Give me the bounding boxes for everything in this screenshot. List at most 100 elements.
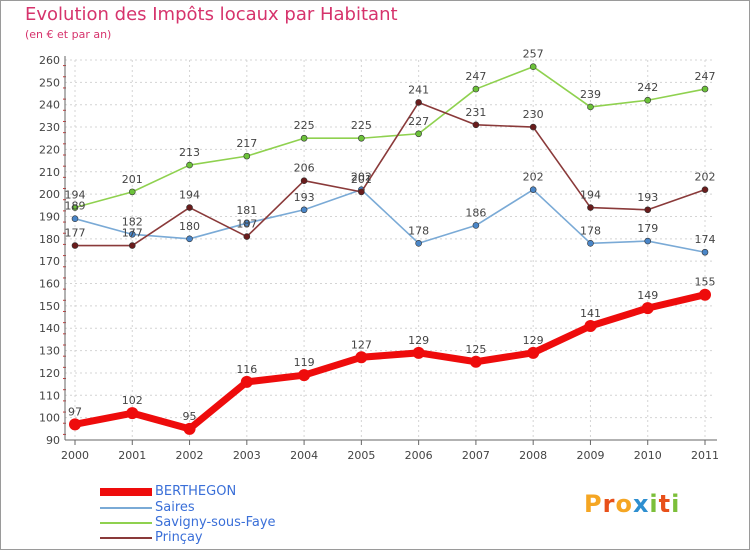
- data-point-savigny-sous-faye: [644, 96, 652, 104]
- series-line-berthegon: [74, 291, 706, 433]
- data-point-berthegon: [298, 369, 311, 382]
- y-tick-label: 100: [39, 412, 60, 425]
- data-label-saires: 181: [236, 204, 257, 217]
- data-label-berthegon: 116: [236, 363, 257, 376]
- data-point-saires: [587, 239, 594, 247]
- data-label-prin-ay: 177: [65, 227, 86, 240]
- data-point-saires: [243, 219, 251, 227]
- data-label-savigny-sous-faye: 227: [408, 115, 429, 128]
- logo-letter: o: [615, 490, 633, 518]
- data-label-prin-ay: 194: [179, 189, 200, 202]
- chart-title: Evolution des Impôts locaux par Habitant: [25, 4, 398, 25]
- data-label-saires: 186: [465, 206, 486, 219]
- data-label-savigny-sous-faye: 194: [65, 189, 86, 202]
- data-point-saires: [701, 248, 709, 256]
- data-label-berthegon: 125: [465, 343, 486, 356]
- y-tick-label: 250: [39, 76, 60, 89]
- y-tick-label: 90: [46, 434, 60, 447]
- data-label-saires: 178: [408, 224, 429, 237]
- y-tick-label: 130: [39, 345, 60, 358]
- data-label-saires: 180: [179, 220, 200, 233]
- data-point-prin-ay: [128, 242, 136, 249]
- proxiti-logo: Proxiti: [584, 490, 680, 518]
- data-point-berthegon: [355, 351, 368, 364]
- legend-item-princay: Prinçay: [100, 530, 360, 546]
- y-tick-label: 170: [39, 255, 60, 268]
- data-point-savigny-sous-faye: [186, 161, 193, 169]
- data-point-saires: [71, 215, 79, 223]
- legend-item-berthegon: BERTHEGON: [100, 484, 360, 500]
- data-point-savigny-sous-faye: [71, 204, 79, 211]
- legend-label-saires: Saires: [155, 500, 195, 515]
- x-tick-label: 2000: [61, 449, 89, 462]
- logo-letter: x: [632, 490, 650, 518]
- logo-letter: t: [658, 490, 672, 518]
- data-label-savigny-sous-faye: 201: [122, 173, 143, 186]
- data-label-berthegon: 97: [68, 405, 82, 418]
- y-tick-label: 200: [39, 188, 60, 201]
- data-label-saires: 202: [351, 171, 372, 184]
- y-tick-label: 120: [39, 367, 60, 380]
- data-point-prin-ay: [701, 186, 709, 193]
- x-tick-label: 2010: [634, 449, 662, 462]
- plot-area: [65, 60, 715, 440]
- data-point-prin-ay: [358, 188, 365, 196]
- y-tick-label: 190: [39, 210, 60, 223]
- data-label-berthegon: 119: [294, 356, 315, 369]
- data-point-saires: [529, 186, 537, 193]
- y-tick-label: 140: [39, 322, 60, 335]
- logo-letter: P: [584, 490, 603, 518]
- data-point-prin-ay: [472, 121, 480, 129]
- data-point-berthegon: [412, 346, 425, 359]
- data-point-prin-ay: [529, 123, 537, 131]
- data-point-prin-ay: [71, 242, 79, 249]
- data-point-savigny-sous-faye: [300, 134, 308, 142]
- data-point-savigny-sous-faye: [243, 152, 251, 160]
- data-point-prin-ay: [415, 99, 422, 106]
- data-label-prin-ay: 206: [294, 162, 315, 175]
- data-point-saires: [644, 237, 652, 245]
- data-label-berthegon: 149: [637, 289, 658, 302]
- data-point-saires: [128, 231, 136, 238]
- x-tick-label: 2009: [576, 449, 604, 462]
- logo-letter: i: [649, 490, 659, 518]
- x-tick-label: 2006: [405, 449, 433, 462]
- data-label-berthegon: 102: [122, 394, 143, 407]
- data-point-prin-ay: [186, 204, 193, 211]
- x-tick-label: 2003: [233, 449, 261, 462]
- data-point-savigny-sous-faye: [472, 85, 480, 93]
- data-point-saires: [415, 239, 422, 247]
- data-point-savigny-sous-faye: [701, 85, 709, 93]
- data-label-savigny-sous-faye: 257: [523, 48, 544, 61]
- data-point-saires: [186, 235, 193, 243]
- data-label-prin-ay: 230: [523, 108, 544, 121]
- data-label-berthegon: 129: [523, 334, 544, 347]
- data-point-prin-ay: [243, 233, 251, 240]
- y-tick-label: 150: [39, 300, 60, 313]
- data-label-prin-ay: 241: [408, 83, 429, 96]
- legend-swatch-savigny: [100, 522, 152, 524]
- data-label-savigny-sous-faye: 242: [637, 81, 658, 94]
- logo-letter: i: [671, 490, 681, 518]
- legend-swatch-saires: [100, 507, 152, 509]
- data-label-savigny-sous-faye: 247: [465, 70, 486, 83]
- data-point-berthegon: [699, 288, 711, 301]
- data-label-saires: 189: [65, 200, 86, 213]
- data-point-savigny-sous-faye: [415, 130, 422, 138]
- data-label-prin-ay: 187: [236, 218, 257, 231]
- legend-swatch-princay: [100, 537, 152, 539]
- data-point-prin-ay: [587, 204, 594, 211]
- data-point-berthegon: [126, 407, 139, 420]
- data-label-savigny-sous-faye: 225: [294, 119, 315, 132]
- data-point-savigny-sous-faye: [358, 134, 365, 142]
- y-tick-label: 240: [39, 99, 60, 112]
- data-label-prin-ay: 231: [465, 106, 486, 119]
- x-tick-label: 2001: [118, 449, 146, 462]
- series-line-savigny-sous-faye: [74, 65, 706, 209]
- data-label-prin-ay: 194: [580, 189, 601, 202]
- y-tick-label: 160: [39, 278, 60, 291]
- data-label-saires: 182: [122, 215, 143, 228]
- y-tick-label: 220: [39, 143, 60, 156]
- legend-label-princay: Prinçay: [155, 530, 203, 545]
- x-tick-label: 2008: [519, 449, 547, 462]
